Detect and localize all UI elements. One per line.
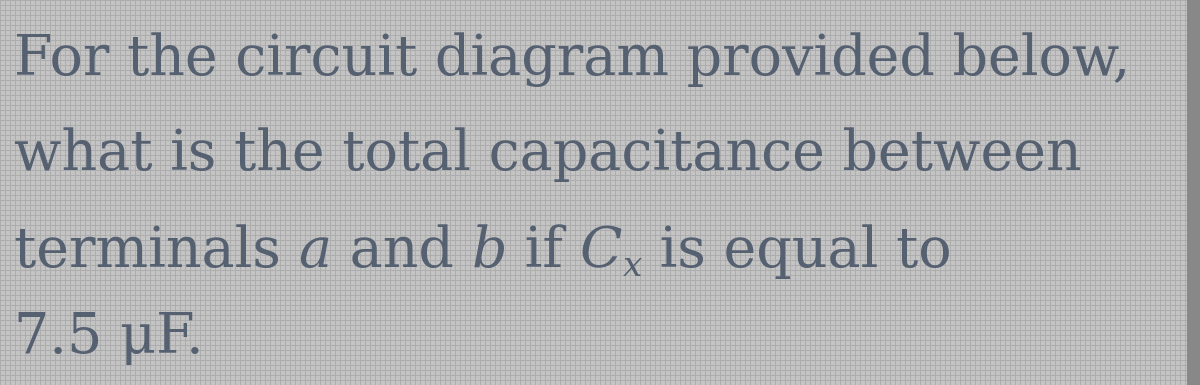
Text: C: C <box>580 224 623 279</box>
Text: terminals: terminals <box>14 224 299 279</box>
Text: 7.5 μF.: 7.5 μF. <box>14 310 204 365</box>
Text: For the circuit diagram provided below,: For the circuit diagram provided below, <box>14 32 1130 87</box>
Text: is equal to: is equal to <box>642 224 952 279</box>
Bar <box>1187 0 1200 385</box>
Text: a: a <box>299 224 331 279</box>
Text: what is the total capacitance between: what is the total capacitance between <box>14 127 1081 182</box>
Text: x: x <box>623 251 642 283</box>
Text: if: if <box>506 224 580 279</box>
Text: and: and <box>331 224 472 279</box>
Text: b: b <box>472 224 506 279</box>
